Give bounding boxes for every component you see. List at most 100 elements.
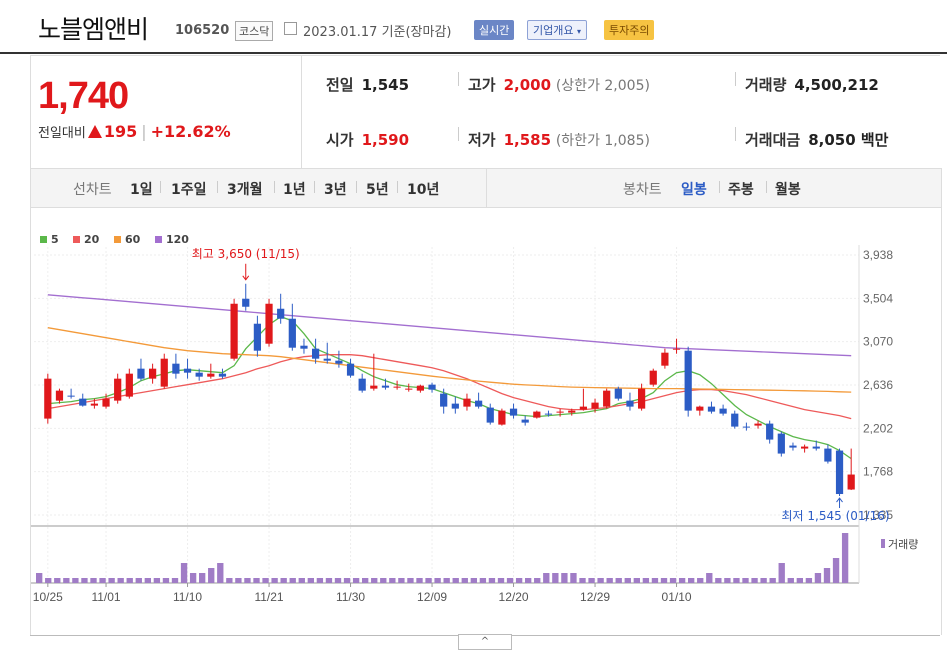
y-tick-label: 3,938 [863,248,893,262]
volume-bar [434,578,441,583]
candle-body [626,400,634,407]
volume-bar [669,578,677,583]
prev-close-stat: 전일 1,545 [326,76,410,94]
calendar-icon [284,22,297,35]
collapse-button[interactable]: ^ [458,634,512,650]
candle-body [800,446,809,449]
volume-bar [534,578,541,583]
volume-legend-swatch [881,539,885,548]
candle-body [498,410,506,425]
x-tick-label: 11/10 [173,590,202,604]
candle-body [614,388,622,399]
volume-bar [262,578,269,583]
candle-body [649,370,657,385]
volume-bar [543,573,550,583]
low-stat: 저가 1,585 (하한가 1,085) [468,131,650,149]
candle-body [812,446,820,449]
tab-daily[interactable]: 일봉 [681,182,707,198]
volume-bar [253,578,260,583]
candle-body [637,388,646,409]
candle-body [253,323,262,351]
tab-weekly[interactable]: 주봉 [728,182,754,198]
candle-body [474,400,483,407]
x-tick-label: 11/01 [91,590,120,604]
tab-3m[interactable]: 3개월 [227,182,263,198]
stock-header: 노블엠앤비 106520 코스닥 2023.01.17 기준(장마감) 실시간 … [0,0,947,54]
volume-bar [117,578,124,583]
volume-bar [208,568,215,583]
volume-bar [525,578,532,583]
volume-bar [633,578,641,583]
x-tick-label: 12/29 [580,590,610,604]
tab-10y[interactable]: 10년 [407,182,440,198]
volume-bar [235,578,242,583]
change-amount: 195 [103,122,138,141]
volume-bar [180,563,188,583]
company-info-dropdown[interactable]: 기업개요 ▾ [527,20,587,40]
candle-body [416,385,425,391]
volume-bar [606,578,613,583]
volume-bar [706,573,713,583]
candle-body [148,368,157,379]
candle-body [207,373,215,377]
annotation-high-arrowhead [242,275,250,281]
candle-body [486,407,494,423]
volume-bar [325,578,333,583]
y-tick-label: 3,504 [863,291,893,305]
tab-3y[interactable]: 3년 [324,182,347,198]
candle-body [393,386,401,388]
candle-body [381,385,390,388]
realtime-button[interactable]: 실시간 [474,20,515,40]
amount-stat: 거래대금 8,050 백만 [745,131,889,149]
tab-1d[interactable]: 1일 [130,182,153,198]
y-tick-label: 1,335 [863,508,893,522]
candle-body [591,402,599,409]
volume-bar [189,573,197,583]
annotation-low: 최저 1,545 (01/16) [782,509,890,523]
candle-body [544,413,553,415]
candle-body [696,406,704,411]
volume-bar [144,578,152,583]
candle-body [79,398,87,406]
volume-bar [226,578,233,583]
candle-body [556,411,564,413]
candle-body [323,358,331,361]
tab-1w[interactable]: 1주일 [171,182,207,198]
volume-bar [298,578,305,583]
volume-bar [588,578,595,583]
candle-body [731,413,739,427]
candle-body [172,363,180,374]
chart-area: 5 20 60 120 3,938 3,504 3,070 2,636 2,202 1,768 1… [30,207,942,635]
up-triangle-icon [87,125,102,138]
candle-chart-label: 봉차트 [623,182,662,198]
candle-body [277,308,285,319]
volume-bar [407,578,414,583]
tab-5y[interactable]: 5년 [366,182,389,198]
legend-label-ma60: 60 [125,233,141,246]
candlestick-chart: 5 20 60 120 3,938 3,504 3,070 2,636 2,202 1,768 1… [31,233,918,604]
volume-bar [362,578,369,583]
candle-body [463,398,471,407]
legend-label-ma20: 20 [84,233,100,246]
volume-bar [389,578,396,583]
candle-body [847,474,855,490]
volume-bar [316,578,324,583]
volume-bar [126,578,133,583]
tab-monthly[interactable]: 월봉 [775,182,801,198]
volume-bar [805,578,813,583]
volume-bar [751,578,758,583]
market-badge: 코스닥 [235,21,274,41]
volume-bar [742,578,749,583]
annotation-high: 최고 3,650 (11/15) [192,247,300,261]
volume-bar [45,578,52,583]
volume-bar [352,578,360,583]
tab-1y[interactable]: 1년 [283,182,306,198]
candle-body [603,390,611,407]
volume-bar [715,578,722,583]
volume-bar [597,578,604,583]
volume-bar [162,578,170,583]
candle-body [789,445,797,448]
candle-body [405,388,413,390]
volume-bar [199,573,206,583]
current-price: 1,740 [38,75,129,117]
